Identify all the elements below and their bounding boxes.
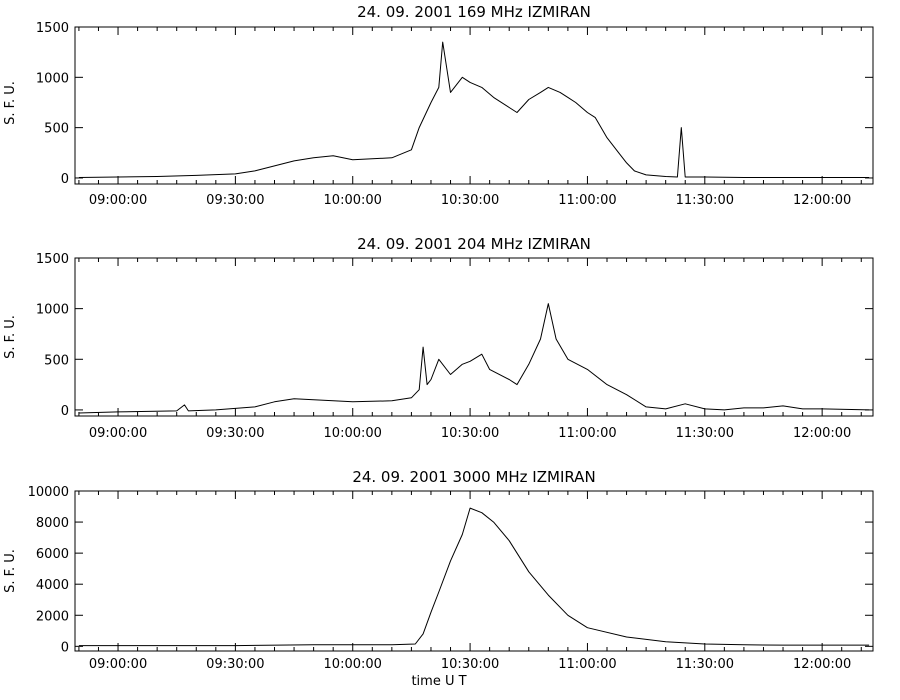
y-tick-label: 2000 [36,609,69,624]
x-tick-label: 10:30:00 [441,657,499,672]
x-tick-label: 10:30:00 [441,193,499,208]
x-tick-label: 11:00:00 [558,193,616,208]
series-line-1 [78,303,870,414]
x-tick-label: 09:00:00 [89,193,147,208]
x-tick-label: 11:00:00 [558,657,616,672]
x-tick-label: 12:00:00 [793,657,851,672]
plot-frame [74,257,874,417]
y-tick-label: 0 [61,640,69,655]
y-tick-label: 0 [61,404,69,419]
chart-panel-1: 24. 09. 2001 169 MHz IZMIRAN S. F. U. 0 500… [3,3,874,208]
x-tick-label: 11:30:00 [676,657,734,672]
chart-panel-3: 24. 09. 2001 3000 MHz IZMIRAN S. F. U. tim… [3,468,874,689]
x-tick-label: 09:30:00 [206,657,264,672]
x-tick-label: 09:00:00 [89,657,147,672]
x-tick-label: 10:00:00 [324,426,382,441]
series-line-1 [78,41,870,178]
plot-frame [74,490,874,652]
x-tick-label: 10:00:00 [324,657,382,672]
x-tick-label: 11:30:00 [676,193,734,208]
y-tick-label: 4000 [36,578,69,593]
chart-title: 24. 09. 2001 3000 MHz IZMIRAN [352,468,595,486]
y-tick-label: 8000 [36,516,69,531]
y-tick-label: 1500 [36,21,69,36]
x-tick-label: 10:30:00 [441,426,499,441]
y-axis-label: S. F. U. [3,549,18,593]
x-tick-label: 12:00:00 [793,426,851,441]
x-tick-label: 09:30:00 [206,426,264,441]
plot-frame [74,26,874,185]
y-axis-label: S. F. U. [3,81,18,125]
y-tick-label: 1500 [36,252,69,267]
y-tick-label: 500 [44,122,69,137]
y-tick-label: 10000 [28,485,69,500]
y-tick-label: 500 [44,353,69,368]
x-axis-label: time U T [411,674,466,689]
x-tick-label: 09:30:00 [206,193,264,208]
x-tick-label: 10:00:00 [324,193,382,208]
y-tick-label: 6000 [36,547,69,562]
y-axis-label: S. F. U. [3,315,18,359]
chart-title: 24. 09. 2001 204 MHz IZMIRAN [357,235,591,253]
y-tick-label: 1000 [36,71,69,86]
x-tick-label: 09:00:00 [89,426,147,441]
x-tick-label: 12:00:00 [793,193,851,208]
chart-title: 24. 09. 2001 169 MHz IZMIRAN [357,3,591,21]
y-tick-label: 1000 [36,303,69,318]
y-tick-label: 0 [61,172,69,187]
x-tick-label: 11:00:00 [558,426,616,441]
chart-panel-2: 24. 09. 2001 204 MHz IZMIRAN S. F. U. 0 500… [3,235,874,441]
x-tick-label: 11:30:00 [676,426,734,441]
series-line-1 [78,507,870,647]
